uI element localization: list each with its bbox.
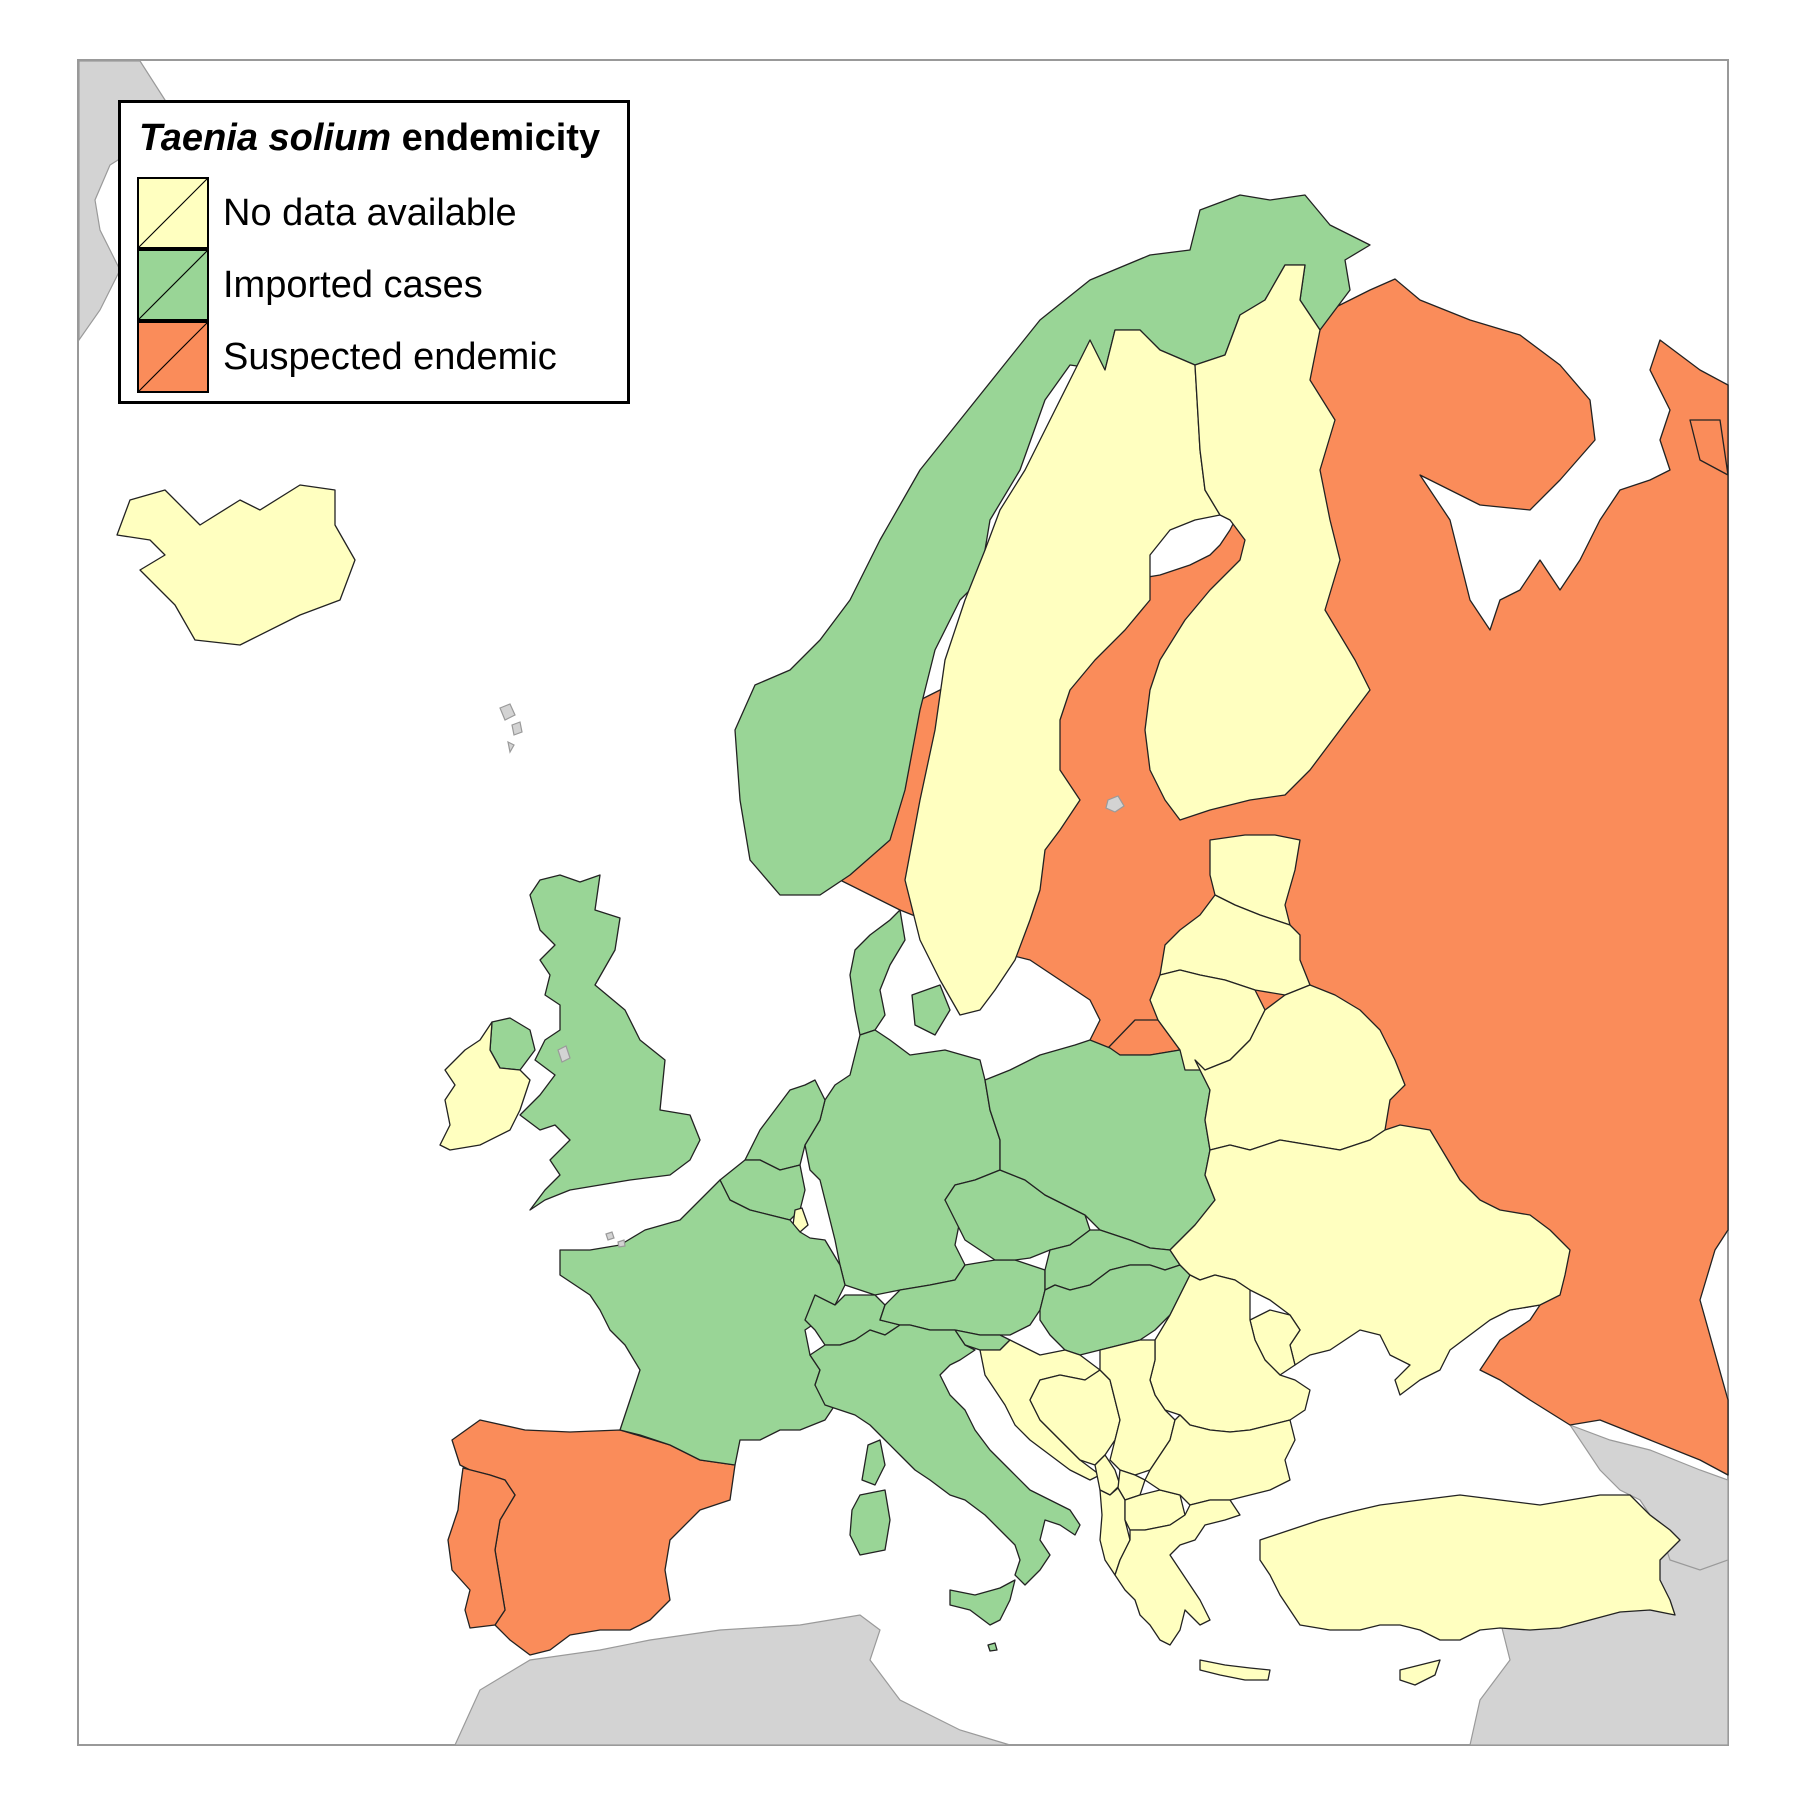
countries (116, 194, 1729, 1686)
legend-item-imported: Imported cases (137, 249, 617, 321)
bulgaria (1144, 1414, 1296, 1506)
denmark-zealand (911, 984, 951, 1036)
map-legend: Taenia solium endemicity No data availab… (118, 100, 630, 404)
sweden (904, 329, 1221, 1016)
malta (987, 1642, 998, 1652)
france (559, 1179, 846, 1466)
greece (1114, 1499, 1241, 1646)
finland (1144, 264, 1371, 821)
crete (1199, 1659, 1271, 1681)
legend-swatch-imported (137, 249, 209, 321)
ireland (439, 1021, 531, 1151)
legend-item-endemic: Suspected endemic (137, 321, 617, 393)
corsica (861, 1439, 886, 1486)
legend-swatch-no-data (137, 177, 209, 249)
portugal (447, 1467, 516, 1629)
sardinia (849, 1489, 891, 1556)
italy (809, 1324, 1081, 1586)
non-european-land (78, 60, 1729, 1746)
legend-swatch-endemic (137, 321, 209, 393)
legend-title: Taenia solium endemicity (139, 117, 600, 160)
turkey (1259, 1494, 1681, 1641)
iceland-bg (116, 484, 356, 646)
aland-islands (1105, 795, 1125, 813)
legend-title-rest: endemicity (401, 117, 601, 159)
isle-of-man (557, 1045, 571, 1063)
caucasus-grey (1568, 1423, 1729, 1571)
sicily (949, 1579, 1016, 1626)
north-africa (454, 1614, 1011, 1746)
luxembourg (792, 1207, 809, 1233)
uk-great-britain (519, 874, 701, 1211)
legend-title-species: Taenia solium (139, 117, 391, 159)
legend-label-no-data: No data available (223, 192, 517, 234)
channel-islands (605, 1231, 626, 1248)
faroe-islands (499, 703, 523, 754)
legend-label-endemic: Suspected endemic (223, 336, 557, 378)
cyprus (1399, 1659, 1441, 1686)
small-islands (499, 703, 1125, 1652)
legend-item-no-data: No data available (137, 177, 617, 249)
legend-label-imported: Imported cases (223, 264, 483, 306)
estonia (1209, 834, 1301, 926)
